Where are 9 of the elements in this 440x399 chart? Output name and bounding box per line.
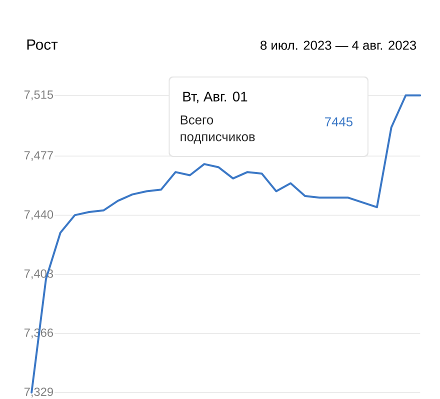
y-tick-label: 7,477 [24,151,53,161]
annotation: Вт, Авг. 01 [183,91,248,103]
y-tick-label: 7,329 [24,387,53,398]
chart-subtitle: 8 июл. 2023 — 4 авг. 2023 [260,40,416,50]
annotation: Всего подписчиков [180,115,255,144]
y-tick-label: 7,440 [24,210,54,220]
annotation: 7445 [325,117,352,126]
y-tick-label: 7,515 [24,90,54,100]
chart-title: Рост [27,39,58,50]
